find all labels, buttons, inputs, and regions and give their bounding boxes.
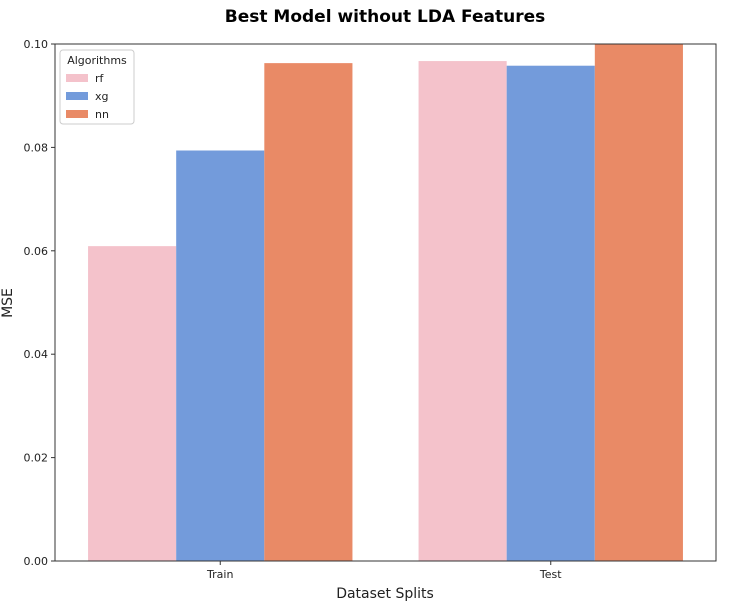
legend-label-xg: xg xyxy=(95,90,109,103)
y-tick-label: 0.06 xyxy=(24,245,49,258)
legend: Algorithms rf xg nn xyxy=(59,49,135,125)
y-tick-label: 0.04 xyxy=(24,348,49,361)
y-tick-label: 0.00 xyxy=(24,555,49,568)
x-tick-label: Test xyxy=(539,568,562,581)
legend-box xyxy=(59,49,135,125)
legend-label-nn: nn xyxy=(95,108,109,121)
x-axis-label: Dataset Splits xyxy=(336,586,434,602)
bar-nn-test xyxy=(594,44,683,561)
legend-swatch-rf xyxy=(66,74,88,82)
legend-title: Algorithms xyxy=(67,54,127,67)
bars-group xyxy=(88,44,683,562)
bar-xg-test xyxy=(506,65,595,562)
y-tick-label: 0.02 xyxy=(24,452,49,465)
bar-rf-train xyxy=(88,246,177,561)
bar-nn-train xyxy=(264,63,353,562)
y-axis-label: MSE xyxy=(0,288,16,318)
x-tick-label: Train xyxy=(206,568,233,581)
y-axis: 0.00 0.02 0.04 0.06 0.08 0.10 xyxy=(24,38,55,568)
x-axis: Train Test xyxy=(206,561,562,581)
y-tick-label: 0.10 xyxy=(24,38,49,51)
legend-swatch-xg xyxy=(66,92,88,100)
bar-xg-train xyxy=(176,150,265,561)
bar-rf-test xyxy=(418,61,507,561)
legend-label-rf: rf xyxy=(95,72,105,85)
plot-frame xyxy=(54,43,717,562)
y-tick-label: 0.08 xyxy=(24,141,49,154)
legend-swatch-nn xyxy=(66,110,88,118)
chart-title: Best Model without LDA Features xyxy=(225,7,546,27)
